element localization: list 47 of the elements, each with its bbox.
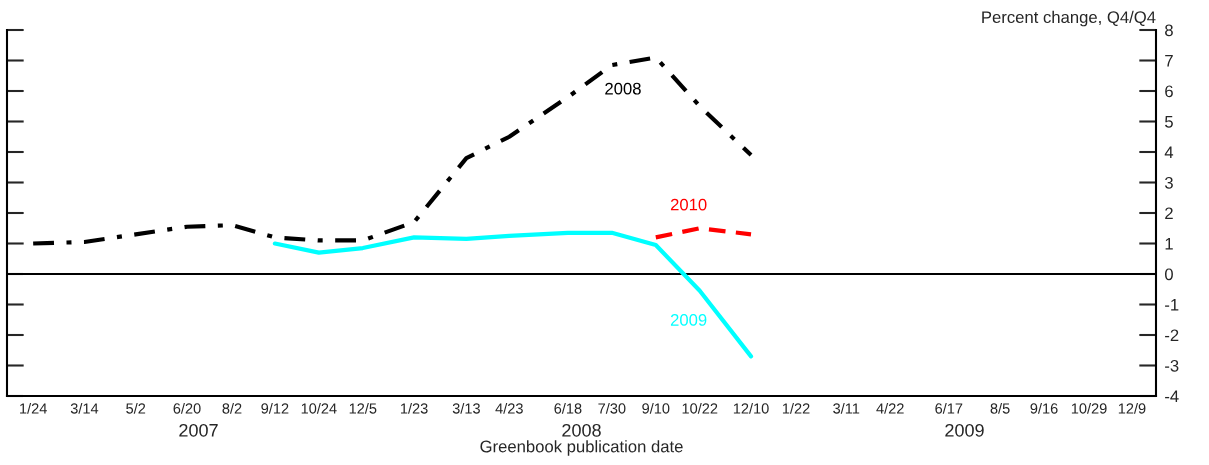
series-label: 2008 bbox=[605, 82, 641, 95]
y-tick-label: 6 bbox=[1165, 85, 1173, 98]
x-tick-label: 12/9 bbox=[1118, 402, 1146, 414]
y-axis-title: Percent change, Q4/Q4 bbox=[982, 10, 1156, 27]
series-label: 2010 bbox=[670, 198, 707, 211]
y-tick-label: 3 bbox=[1164, 176, 1173, 189]
y-tick-label: -4 bbox=[1165, 390, 1179, 403]
y-tick-label: -2 bbox=[1165, 329, 1179, 342]
x-tick-label: 3/13 bbox=[452, 402, 480, 414]
x-tick-label: 3/11 bbox=[833, 402, 860, 414]
y-tick-label: 2 bbox=[1165, 207, 1173, 220]
text: 2009 bbox=[945, 423, 984, 437]
x-tick-label: 6/18 bbox=[554, 402, 582, 414]
y-tick-label: -1 bbox=[1165, 299, 1179, 311]
x-tick-label: 4/23 bbox=[495, 402, 523, 414]
x-tick-label: 1/24 bbox=[20, 402, 47, 414]
x-tick-label: 12/10 bbox=[733, 402, 769, 414]
x-tick-label: 8/2 bbox=[222, 402, 242, 414]
x-tick-label: 9/16 bbox=[1030, 402, 1058, 414]
x-tick-label: 8/5 bbox=[990, 402, 1010, 414]
x-axis-title: Greenbook publication date bbox=[480, 440, 683, 456]
x-tick-label: 6/17 bbox=[935, 402, 963, 414]
x-tick-label: 7/30 bbox=[598, 402, 626, 414]
x-tick-label: 1/22 bbox=[782, 402, 810, 414]
x-tick-label: 10/24 bbox=[301, 402, 337, 414]
x-tick-label: 3/14 bbox=[70, 402, 99, 414]
x-tick-label: 5/2 bbox=[126, 402, 146, 414]
text: 2008 bbox=[562, 423, 601, 437]
x-tick-label: 10/29 bbox=[1071, 402, 1107, 414]
x-tick-label: 10/22 bbox=[682, 402, 718, 414]
x-tick-label: 12/5 bbox=[349, 402, 377, 414]
text: 2007 bbox=[179, 423, 218, 437]
x-tick-label: 4/22 bbox=[876, 402, 904, 414]
y-tick-label: 7 bbox=[1165, 55, 1173, 67]
y-tick-label: 0 bbox=[1164, 268, 1173, 281]
series-label: 2009 bbox=[670, 314, 707, 326]
y-tick-label: 4 bbox=[1164, 146, 1174, 159]
x-tick-label: 9/12 bbox=[261, 402, 289, 414]
line-series bbox=[272, 230, 754, 359]
x-tick-label: 6/20 bbox=[173, 402, 201, 414]
x-tick-label: 9/10 bbox=[642, 402, 670, 414]
y-tick-label: 5 bbox=[1165, 116, 1173, 128]
y-tick-label: -3 bbox=[1165, 359, 1179, 372]
x-tick-label: 1/23 bbox=[400, 402, 428, 414]
y-tick-label: 8 bbox=[1165, 24, 1173, 37]
y-tick-label: 1 bbox=[1165, 238, 1173, 250]
line-series bbox=[31, 55, 754, 246]
